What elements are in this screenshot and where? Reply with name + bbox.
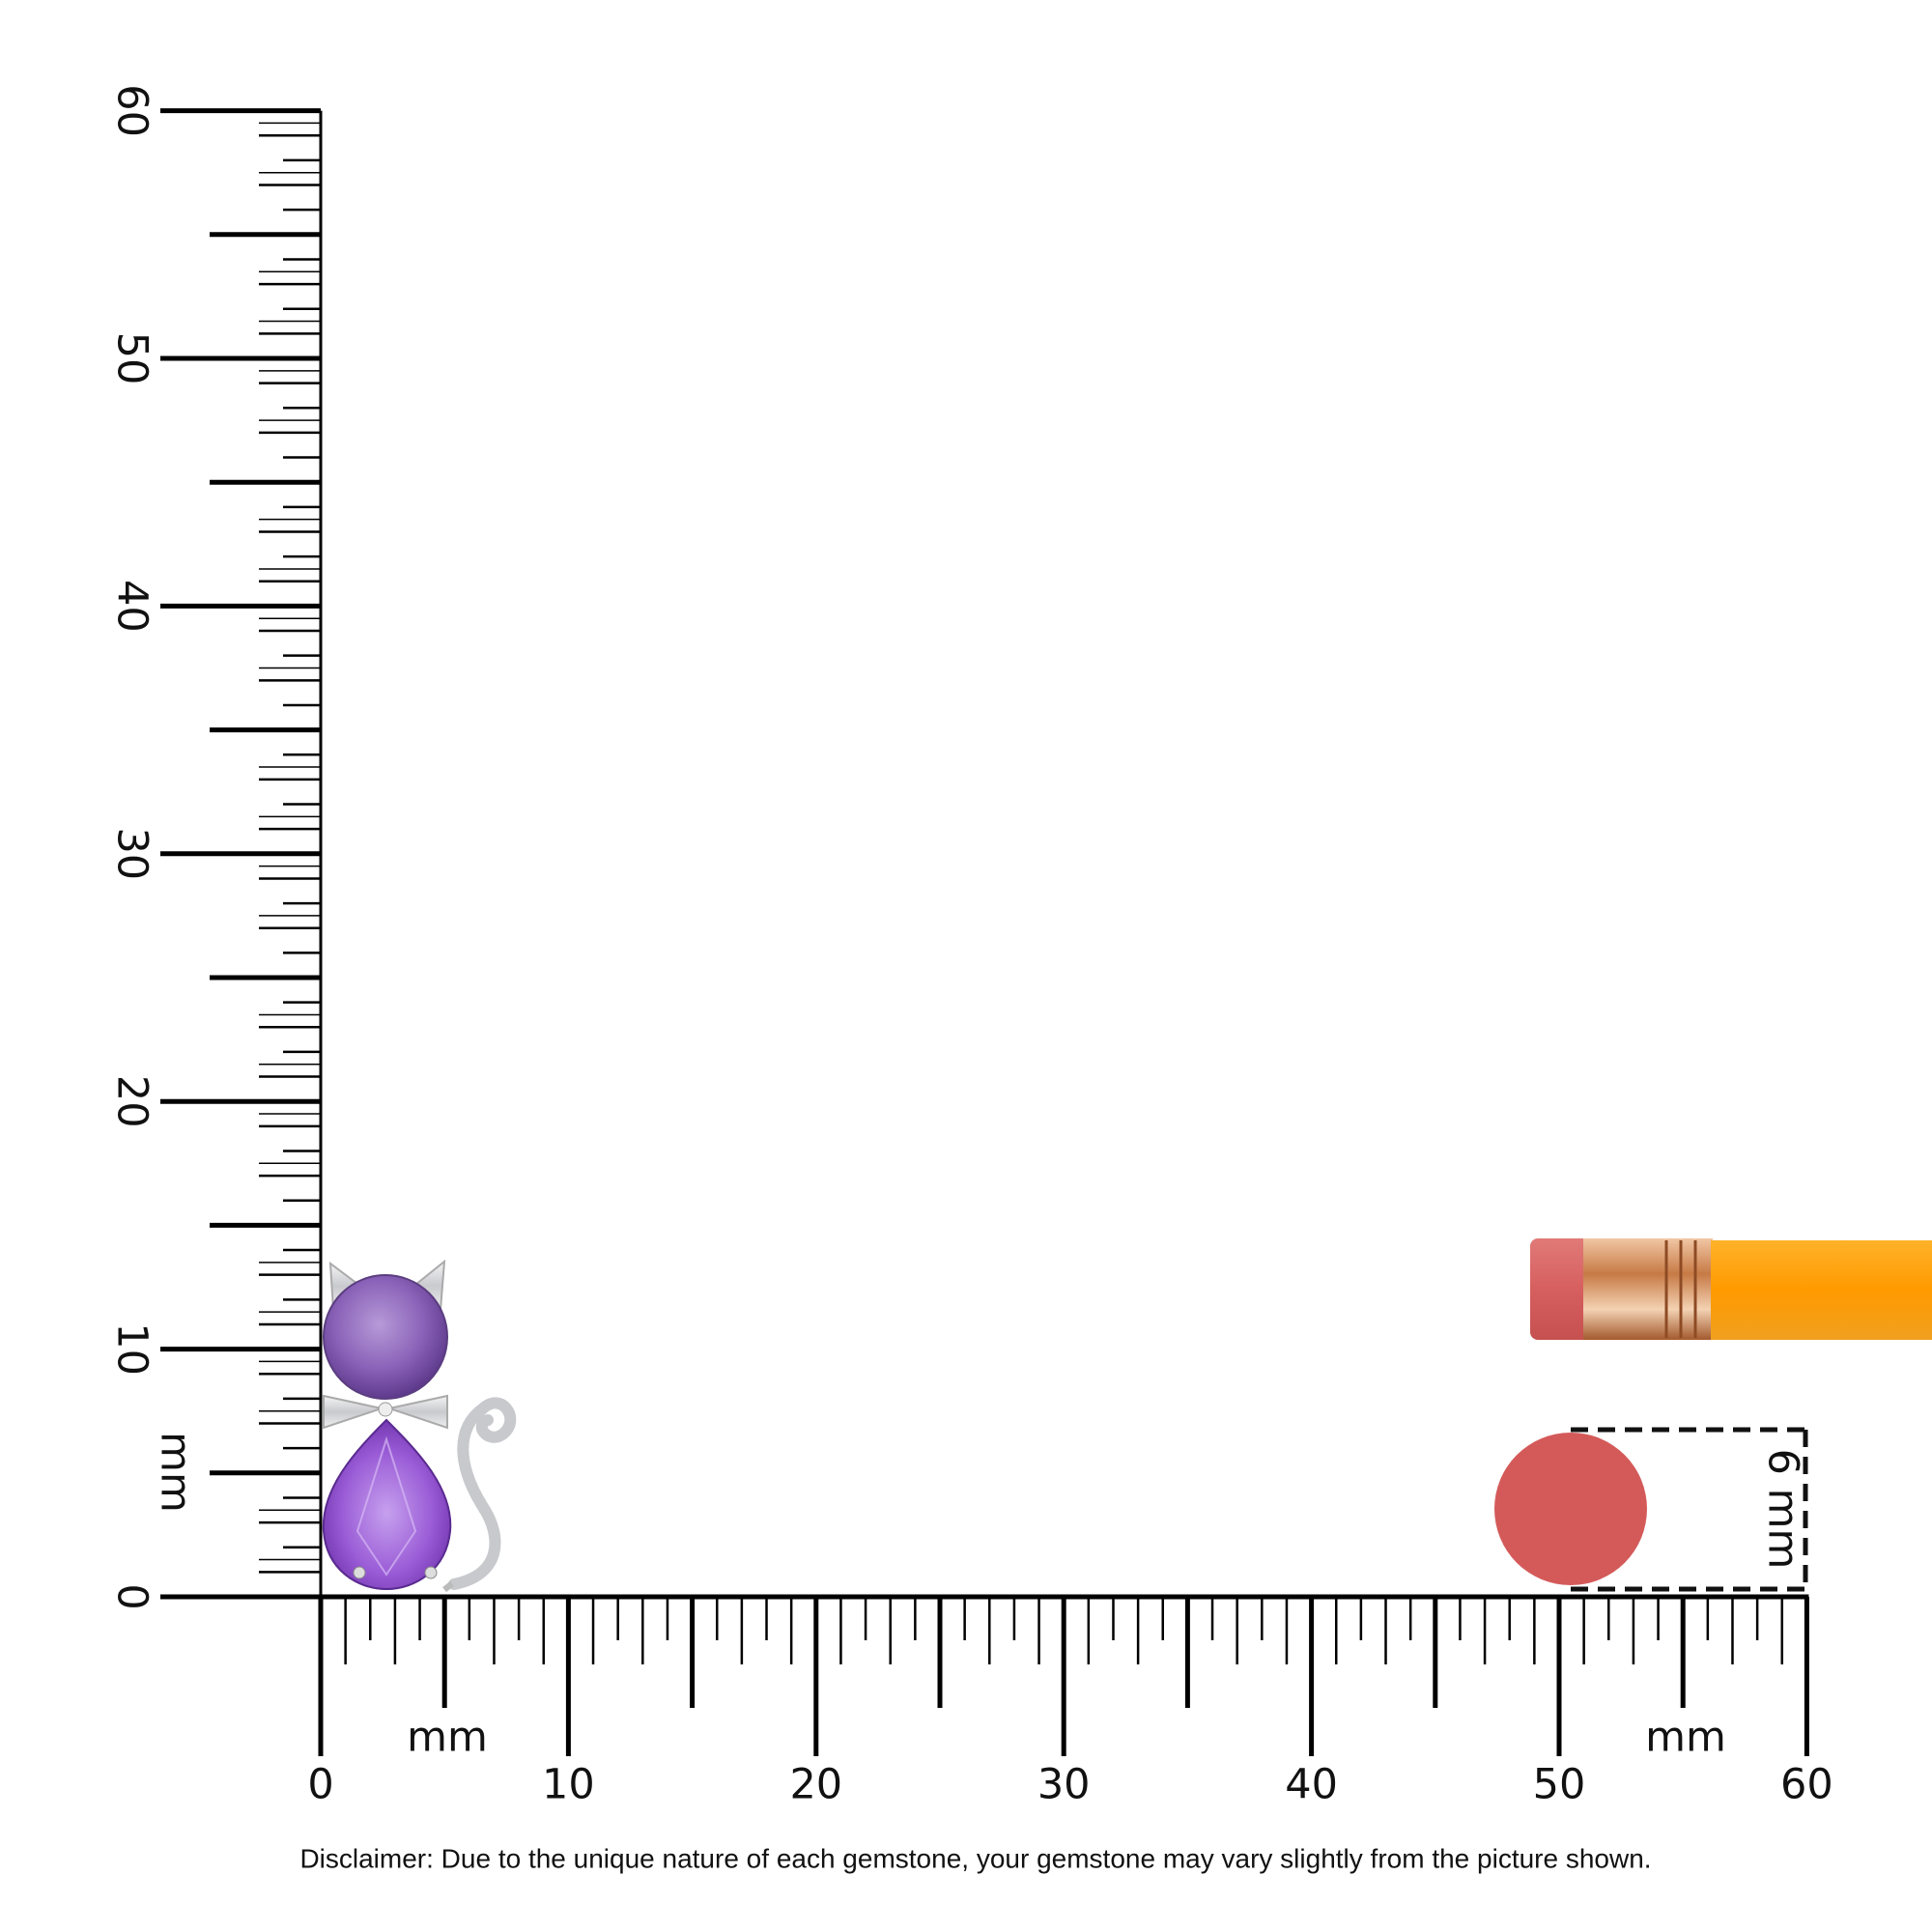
x-tick-label: 40 <box>1285 1761 1338 1809</box>
x-tick-label: 20 <box>789 1761 842 1809</box>
y-tick-label: 60 <box>107 84 156 137</box>
y-tick-label: 50 <box>108 332 156 385</box>
y-tick-label: 40 <box>108 580 156 633</box>
y-unit: mm <box>152 1432 200 1513</box>
disclaimer: Disclaimer: Due to the unique nature of … <box>299 1843 1651 1873</box>
x-tick-label: 10 <box>542 1761 595 1809</box>
y-tick-label: 0 <box>108 1583 156 1609</box>
x-tick-label: 30 <box>1037 1761 1091 1809</box>
y-tick-label: 20 <box>108 1075 156 1128</box>
x-tick-label: 50 <box>1533 1761 1586 1809</box>
pendant <box>322 1259 517 1593</box>
eraser-label: 6 mm <box>1759 1449 1807 1570</box>
x-unit-right: mm <box>1645 1714 1726 1762</box>
pencil <box>1530 1238 1932 1340</box>
y-tick-label: 30 <box>108 827 156 880</box>
eraser-dot: 6 mm <box>1494 1427 1808 1592</box>
y-tick-label: 10 <box>108 1322 156 1376</box>
x-tick-label: 0 <box>307 1761 333 1809</box>
x-tick-label: 60 <box>1780 1761 1833 1809</box>
rulers: 0 10 20 30 40 50 60 0 10 20 30 40 50 60 <box>107 84 1833 1808</box>
x-unit: mm <box>407 1714 488 1762</box>
